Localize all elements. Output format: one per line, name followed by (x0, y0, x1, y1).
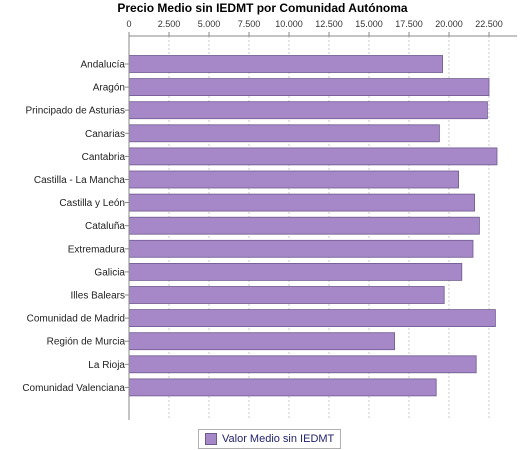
x-tick-label: 0 (126, 19, 131, 29)
bar (128, 101, 488, 120)
bar (128, 378, 437, 397)
legend-swatch (205, 433, 217, 445)
bars (128, 55, 498, 397)
x-tick-label: 22.500 (475, 19, 503, 29)
bar (128, 309, 496, 328)
axes (125, 32, 517, 420)
category-label: Extremadura (68, 244, 126, 255)
x-tick-label: 17.500 (395, 19, 423, 29)
x-tick-label: 7.500 (238, 19, 261, 29)
bar (128, 262, 463, 281)
category-label: Illes Balears (71, 291, 125, 302)
bar (128, 239, 474, 258)
category-label: Castilla - La Mancha (34, 175, 126, 186)
bar (128, 78, 490, 96)
chart-title: Precio Medio sin IEDMT por Comunidad Aut… (117, 1, 408, 15)
bar (128, 216, 480, 235)
category-label: Cantabria (82, 152, 126, 163)
bar (128, 124, 440, 143)
category-label: Cataluña (85, 221, 125, 232)
x-tick-label: 10.000 (275, 19, 303, 29)
bar (128, 332, 396, 351)
x-tick-label: 12.500 (315, 19, 343, 29)
x-tick-label: 2.500 (158, 19, 181, 29)
category-label: Canarias (85, 129, 125, 140)
bar (128, 193, 476, 212)
x-tick-label: 5.000 (198, 19, 221, 29)
category-label: Comunidad Valenciana (22, 383, 125, 394)
bar (128, 286, 445, 304)
category-label: Andalucía (81, 60, 126, 71)
category-label: Comunidad de Madrid (27, 314, 125, 325)
bar (128, 355, 477, 374)
x-tick-labels: 0 2.500 5.000 7.500 10.000 12.500 15.000 17.500… (126, 19, 502, 29)
bar (128, 170, 460, 189)
bar (128, 147, 498, 166)
category-label: Galicia (94, 267, 125, 278)
category-label: Castilla y León (59, 198, 125, 209)
category-labels: Andalucía Aragón Principado de Asturias Can… (22, 60, 125, 394)
category-label: La Rioja (88, 360, 125, 371)
x-tick-label: 15.000 (355, 19, 383, 29)
legend-label: Valor Medio sin IEDMT (222, 433, 335, 445)
bar (128, 55, 444, 73)
category-label: Principado de Asturias (25, 106, 125, 117)
category-label: Aragón (93, 83, 125, 94)
x-tick-label: 20.000 (435, 19, 463, 29)
category-label: Región de Murcia (47, 337, 126, 348)
legend: Valor Medio sin IEDMT (198, 429, 342, 449)
